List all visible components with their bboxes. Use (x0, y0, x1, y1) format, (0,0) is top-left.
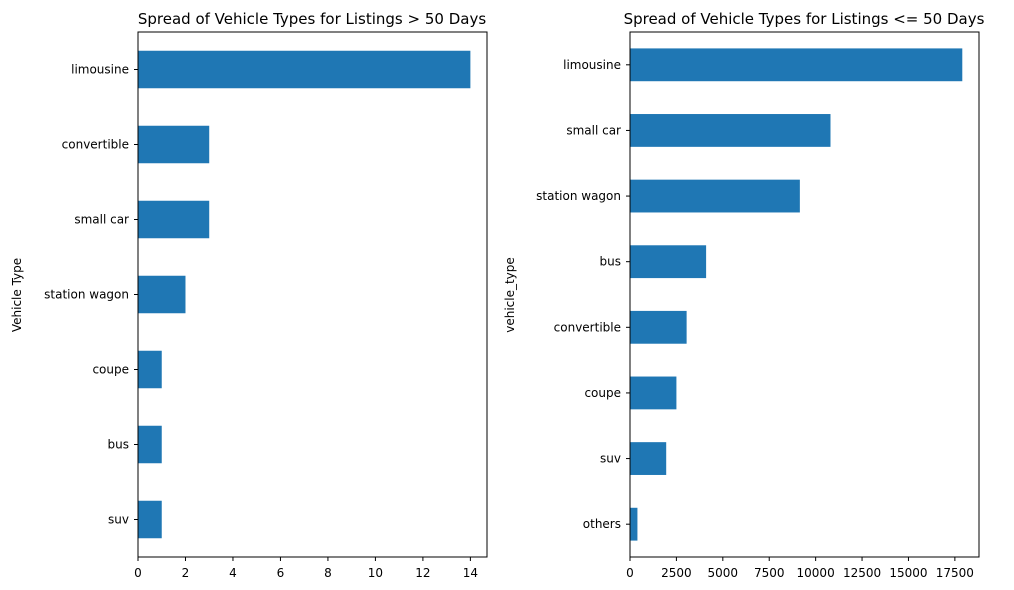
right-y-tick-label: coupe (584, 386, 621, 400)
left-bar (138, 275, 186, 314)
left-y-tick-label: coupe (92, 363, 129, 377)
left-y-tick-label: convertible (62, 138, 129, 152)
right-bar (630, 114, 831, 147)
right-x-tick-label: 10000 (797, 566, 835, 580)
right-x-tick-label: 5000 (708, 566, 739, 580)
left-bar (138, 350, 162, 389)
right-y-tick-label: limousine (563, 58, 621, 72)
right-y-tick-label: small car (566, 123, 621, 137)
left-x-tick-label: 10 (368, 566, 383, 580)
right-bar (630, 442, 667, 475)
left-y-tick-label: limousine (71, 63, 129, 77)
left-bar (138, 500, 162, 539)
left-x-tick-label: 12 (415, 566, 430, 580)
left-x-tick-label: 8 (324, 566, 332, 580)
left-plot-frame (137, 31, 488, 558)
right-bar (630, 310, 687, 344)
right-bar (630, 376, 677, 410)
right-bar (630, 507, 638, 541)
right-x-tick-label: 2500 (661, 566, 692, 580)
right-x-tick-label: 12500 (843, 566, 881, 580)
right-y-tick-label: convertible (554, 320, 621, 334)
left-bar (138, 125, 210, 164)
left-y-tick-label: station wagon (44, 288, 129, 302)
left-x-tick-label: 4 (229, 566, 237, 580)
right-y-tick-label: station wagon (536, 189, 621, 203)
left-bar (138, 425, 162, 464)
right-y-axis-label: vehicle_type (503, 257, 517, 333)
right-x-tick-label: 0 (626, 566, 634, 580)
right-bar (630, 48, 963, 82)
right-x-tick-label: 7500 (754, 566, 785, 580)
left-y-tick-label: suv (108, 513, 129, 527)
left-y-tick-label: small car (74, 213, 129, 227)
right-y-tick-label: suv (600, 452, 621, 466)
right-bar (630, 179, 800, 213)
left-bar (138, 200, 210, 239)
right-subplot: Spread of Vehicle Types for Listings <= … (503, 10, 985, 580)
right-x-tick-label: 15000 (889, 566, 927, 580)
right-plot-frame (629, 31, 980, 558)
left-x-tick-label: 2 (182, 566, 190, 580)
left-x-tick-label: 6 (277, 566, 285, 580)
left-x-tick-label: 0 (134, 566, 142, 580)
right-y-tick-label: bus (600, 255, 621, 269)
left-plot-area: limousine convertible small car station wag… (44, 50, 478, 580)
left-chart-title: Spread of Vehicle Types for Listings > 5… (138, 10, 486, 28)
left-y-axis-label: Vehicle Type (10, 258, 24, 332)
left-bar (138, 50, 471, 89)
right-plot-area: limousine small car station wagon bus conver… (536, 48, 974, 580)
right-y-tick-label: others (583, 517, 621, 531)
left-x-tick-label: 14 (463, 566, 478, 580)
right-x-tick-label: 17500 (936, 566, 974, 580)
right-bar (630, 245, 707, 279)
left-y-tick-label: bus (108, 438, 129, 452)
right-chart-title: Spread of Vehicle Types for Listings <= … (624, 10, 985, 28)
left-subplot: Spread of Vehicle Types for Listings > 5… (10, 10, 488, 580)
